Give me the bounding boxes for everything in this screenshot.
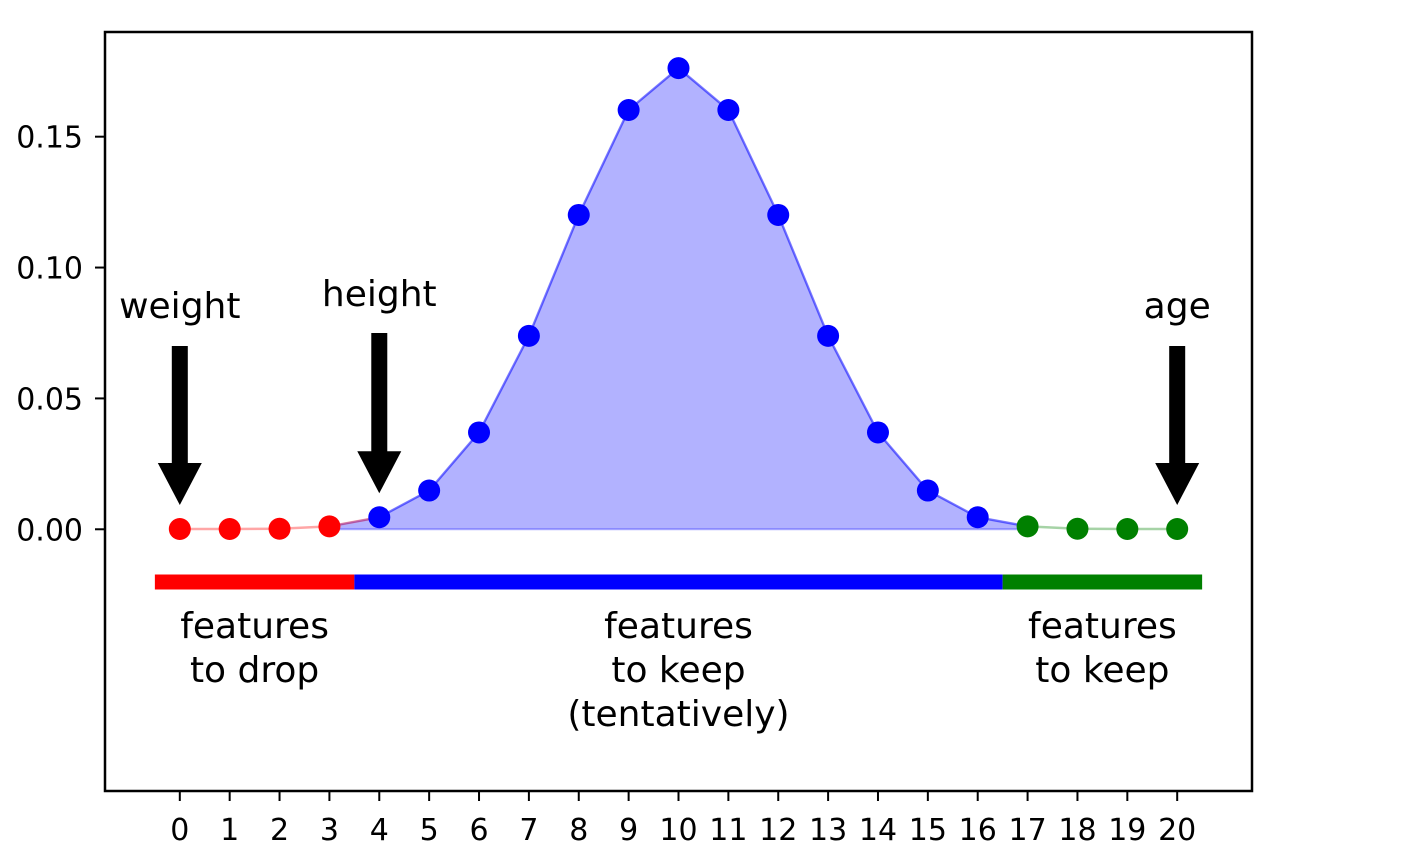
x-tick-label: 12 (759, 813, 797, 848)
x-tick-label: 3 (320, 813, 339, 848)
series-line-segment (826, 335, 880, 434)
y-tick-label: 0.00 (16, 513, 83, 548)
series-line-segment (777, 214, 830, 337)
x-tick-label: 10 (659, 813, 697, 848)
x-tick-label: 15 (909, 813, 947, 848)
region-label: features (1028, 606, 1177, 647)
data-point (1116, 518, 1139, 541)
x-tick-label: 7 (519, 813, 538, 848)
data-point (517, 324, 540, 347)
region-label: features (180, 606, 329, 647)
x-tick-label: 13 (809, 813, 847, 848)
data-point (866, 421, 889, 444)
data-point (1166, 518, 1189, 541)
annotation-arrow (1155, 346, 1200, 506)
x-tick-label: 0 (170, 813, 189, 848)
x-tick-label: 9 (619, 813, 638, 848)
x-axis: 0 1 2 3 4 5 6 7 8 9 10 11 12 13 14 15 16 17 18 19 20 (170, 791, 1196, 848)
data-point (617, 98, 640, 121)
x-tick-label: 4 (370, 813, 389, 848)
region-label: to keep (1035, 650, 1169, 691)
x-tick-label: 18 (1058, 813, 1096, 848)
region-label: (tentatively) (567, 694, 789, 735)
x-tick-label: 8 (569, 813, 588, 848)
data-point (218, 518, 241, 541)
x-tick-label: 5 (420, 813, 439, 848)
data-point (916, 479, 939, 502)
y-tick-label: 0.05 (16, 382, 83, 417)
region-label: to drop (190, 650, 319, 691)
series-line-segment (727, 109, 780, 216)
x-tick-label: 2 (270, 813, 289, 848)
data-point (168, 518, 191, 541)
data-point (966, 506, 989, 529)
data-point (567, 203, 590, 226)
region-label: features (604, 606, 753, 647)
x-tick-label: 1 (220, 813, 239, 848)
annotation-label: height (322, 274, 437, 315)
x-tick-label: 19 (1108, 813, 1146, 848)
data-point (418, 479, 441, 502)
series-line-segment (877, 431, 929, 492)
x-tick-label: 11 (709, 813, 747, 848)
data-points (168, 57, 1189, 541)
annotation-label: weight (119, 286, 240, 327)
region-label: to keep (611, 650, 745, 691)
x-tick-label: 16 (959, 813, 997, 848)
series-line-segment (577, 109, 630, 216)
series-line-segment (428, 431, 480, 492)
annotations: weight height age (119, 274, 1211, 506)
annotation-label: age (1144, 286, 1211, 327)
data-point (1016, 515, 1039, 538)
x-tick-label: 14 (859, 813, 897, 848)
x-tick-label: 6 (469, 813, 488, 848)
data-point (1066, 517, 1089, 540)
annotation-arrow (357, 333, 402, 494)
data-point (268, 517, 291, 540)
data-point (767, 203, 790, 226)
data-point (368, 506, 391, 529)
y-axis: 0.00 0.05 0.10 0.15 (16, 121, 105, 548)
series-line-segment (477, 335, 531, 434)
series-line-segment (527, 214, 580, 337)
data-point (667, 57, 690, 80)
data-point (717, 98, 740, 121)
annotation-arrow (157, 346, 202, 506)
y-tick-label: 0.15 (16, 121, 83, 156)
x-tick-label: 17 (1008, 813, 1046, 848)
y-tick-label: 0.10 (16, 252, 83, 287)
data-point (468, 421, 491, 444)
data-point (817, 324, 840, 347)
data-point (318, 515, 341, 538)
x-tick-label: 20 (1158, 813, 1196, 848)
